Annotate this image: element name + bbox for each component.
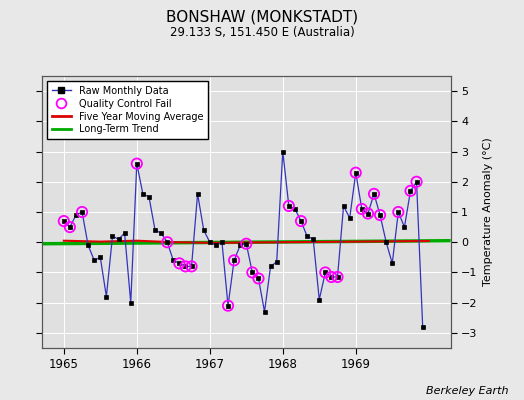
Point [352, 170, 360, 176]
Point [230, 257, 238, 264]
Point [78, 209, 86, 215]
Point [248, 269, 257, 276]
Point [328, 274, 336, 280]
Point [66, 224, 74, 230]
Point [370, 191, 378, 197]
Point [188, 263, 196, 270]
Point [60, 218, 68, 224]
Y-axis label: Temperature Anomaly (°C): Temperature Anomaly (°C) [483, 138, 493, 286]
Point [376, 212, 384, 218]
Point [163, 239, 171, 246]
Point [333, 274, 342, 280]
Text: 29.133 S, 151.450 E (Australia): 29.133 S, 151.450 E (Australia) [170, 26, 354, 39]
Point [224, 302, 232, 309]
Point [242, 240, 250, 247]
Point [406, 188, 414, 194]
Point [133, 160, 141, 167]
Text: Berkeley Earth: Berkeley Earth [426, 386, 508, 396]
Text: BONSHAW (MONKSTADT): BONSHAW (MONKSTADT) [166, 10, 358, 25]
Point [412, 178, 421, 185]
Point [175, 260, 183, 266]
Legend: Raw Monthly Data, Quality Control Fail, Five Year Moving Average, Long-Term Tren: Raw Monthly Data, Quality Control Fail, … [47, 81, 208, 139]
Point [297, 218, 305, 224]
Point [285, 203, 293, 209]
Point [394, 209, 402, 215]
Point [364, 210, 372, 217]
Point [181, 263, 190, 270]
Point [254, 275, 263, 282]
Point [357, 206, 366, 212]
Point [321, 269, 330, 276]
